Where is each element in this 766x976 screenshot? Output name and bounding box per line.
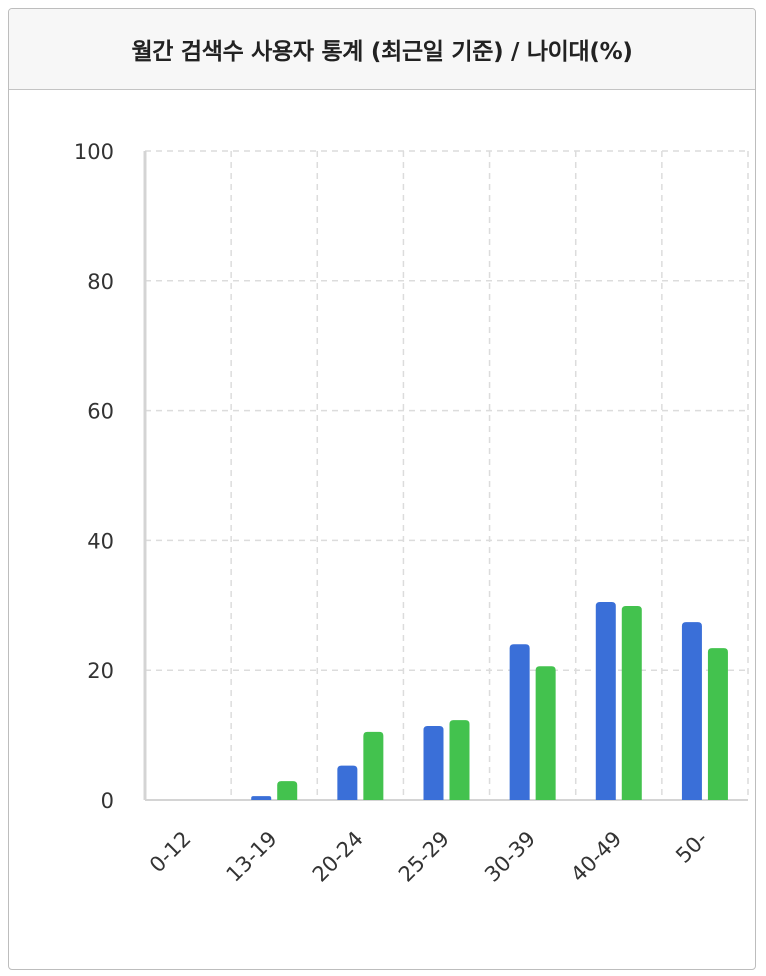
y-tick-label: 80: [87, 270, 114, 294]
bar-series2-13-19: [277, 781, 298, 800]
y-tick-labels: 0 20 40 60 80 100: [74, 140, 114, 813]
y-tick-label: 40: [87, 529, 114, 553]
bar-series1-20-24: [337, 765, 358, 800]
bar-series1-30-39: [509, 644, 530, 800]
axes: [143, 151, 748, 801]
bar-series2-40-49: [621, 605, 642, 800]
bar-series2-25-29: [449, 720, 470, 800]
y-tick-label: 60: [87, 400, 114, 424]
bar-series2-20-24: [363, 731, 384, 800]
x-tick-label: 30-39: [480, 827, 540, 887]
bar-series1-40-49: [595, 602, 616, 800]
y-tick-label: 20: [87, 659, 114, 683]
x-tick-label: 13-19: [222, 827, 282, 887]
bar-series2-50-: [707, 648, 728, 800]
panel-header: 월간 검색수 사용자 통계 (최근일 기준) / 나이대(%): [9, 9, 755, 90]
bar-series2-30-39: [535, 666, 556, 800]
y-tick-label: 0: [101, 789, 114, 813]
x-tick-label: 50-: [671, 827, 712, 868]
bars: [251, 602, 728, 800]
bar-series1-13-19: [251, 796, 272, 800]
x-tick-label: 20-24: [308, 827, 368, 887]
bar-series1-25-29: [423, 726, 444, 800]
x-tick-label: 40-49: [566, 827, 626, 887]
x-tick-label: 0-12: [145, 827, 196, 878]
bar-series1-50-: [681, 622, 702, 800]
x-tick-label: 25-29: [394, 827, 454, 887]
grid: [145, 150, 749, 800]
x-tick-labels: 0-12 13-19 20-24 25-29 30-39 40-49 50-: [145, 827, 713, 887]
y-tick-label: 100: [74, 140, 114, 164]
panel-title: 월간 검색수 사용자 통계 (최근일 기준) / 나이대(%): [131, 39, 633, 65]
chart-panel: 월간 검색수 사용자 통계 (최근일 기준) / 나이대(%): [8, 8, 756, 970]
